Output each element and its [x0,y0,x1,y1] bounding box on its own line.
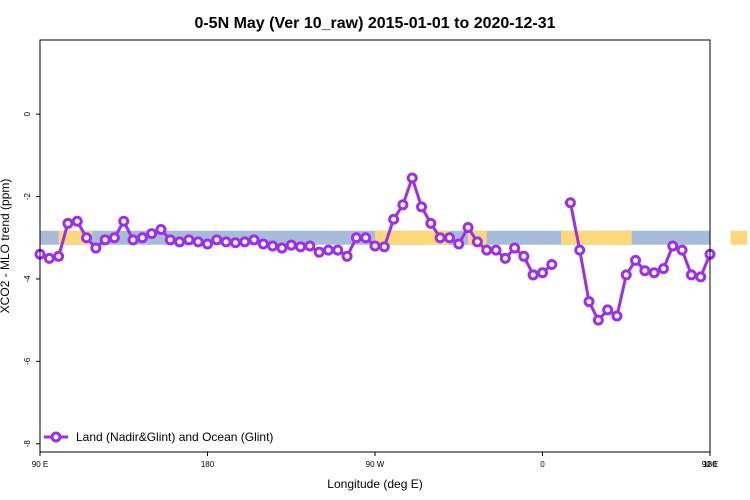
data-point [453,238,465,250]
x-axis-label: Longitude (deg E) [327,477,422,491]
data-point [229,237,241,249]
data-point [685,269,697,281]
y-axis-label: XCO2 - MLO trend (ppm) [0,179,12,314]
data-point [676,244,688,256]
data-point [667,240,679,252]
data-point [509,242,521,254]
data-point [295,241,307,253]
data-point [136,232,148,244]
data-point [499,252,511,264]
data-point [62,217,74,229]
data-point [118,215,130,227]
data-point [592,314,604,326]
data-point [285,239,297,251]
data-point [99,234,111,246]
legend-label: Land (Nadir&Glint) and Ocean (Glint) [76,430,273,444]
data-point [630,254,642,266]
data-point [583,296,595,308]
data-point [211,234,223,246]
data-point [546,259,558,271]
y-tick-label: -8 [23,440,32,448]
data-point [164,234,176,246]
data-point [564,197,576,209]
data-point [350,232,362,244]
data-point [397,199,409,211]
data-point [425,217,437,229]
ocean-band-4 [730,230,748,245]
data-point [220,236,232,248]
data-point [602,304,614,316]
data-series [34,172,716,326]
data-point [518,250,530,262]
data-point [146,228,158,240]
chart-title: 0-5N May (Ver 10_raw) 2015-01-01 to 2020… [194,15,555,32]
data-point [611,310,623,322]
data-point [648,267,660,279]
data-point [202,238,213,250]
data-point [360,232,372,244]
data-point [490,244,502,256]
y-tick-label: -2 [23,192,32,200]
x-tick-label: 180 [703,460,717,469]
data-point [657,263,669,275]
data-point [369,240,381,252]
data-point [127,234,139,246]
data-point [90,242,102,254]
data-point [276,242,288,254]
ocean-band-3 [561,230,632,245]
legend: Land (Nadir&Glint) and Ocean (Glint) [44,430,273,444]
data-point [248,234,260,246]
data-point [378,241,390,253]
data-point [81,232,93,244]
data-point [239,236,251,248]
data-point [267,240,279,252]
data-point [462,221,474,233]
data-point [574,244,586,256]
y-axis: 0 -2 -4 -6 -8 [23,111,40,447]
x-tick-label: 90 E [32,460,48,469]
data-point [155,224,167,236]
data-point [527,269,539,281]
data-point [71,215,83,227]
data-point [388,213,400,225]
data-point [406,172,418,184]
ocean-band-1 [375,230,450,245]
y-tick-label: -6 [23,357,32,365]
data-point [620,269,632,281]
data-point [443,232,455,244]
data-point [53,250,65,262]
data-point [695,271,707,283]
data-point [108,232,120,244]
x-tick-label: 90 W [366,460,385,469]
data-point [257,238,269,250]
data-point [471,236,483,248]
data-point [537,267,548,279]
data-point [416,201,428,213]
data-point [639,265,651,277]
data-point [341,250,353,262]
series-line [39,176,535,276]
data-point [192,236,204,248]
x-tick-label: 0 [540,460,545,469]
data-point [304,240,316,252]
data-point [332,244,344,256]
legend-marker [50,431,62,443]
x-tick-label: 90 E [702,460,718,469]
data-point [43,252,55,264]
data-point [322,244,334,256]
data-point [313,246,325,258]
data-point [481,244,493,256]
data-point [174,236,186,248]
data-point [183,234,195,246]
x-tick-label: 180 [201,460,215,469]
y-tick-label: 0 [23,111,32,116]
series-line [568,202,712,322]
y-tick-label: -4 [23,275,32,283]
data-point [434,232,446,244]
